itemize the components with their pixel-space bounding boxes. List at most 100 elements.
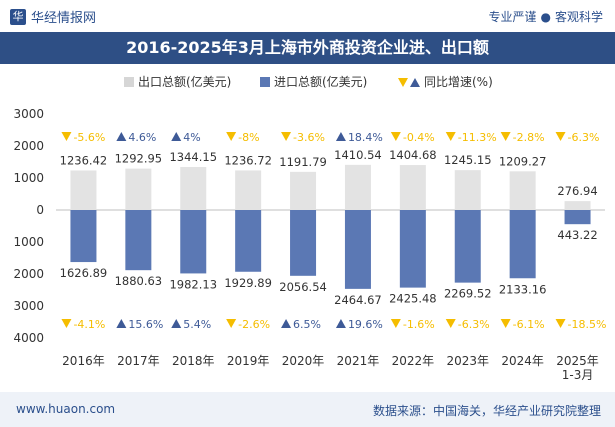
growth-up-triangle-icon [171,319,182,328]
export-bar [509,171,536,210]
export-growth-label: -6.3% [568,131,600,144]
import-value-label: 2425.48 [389,292,437,306]
growth-down-triangle-icon [500,319,511,328]
import-growth-label: 6.5% [293,318,321,331]
y-tick-label: 0 [36,203,44,217]
growth-down-triangle-icon [500,132,511,141]
x-tick-label: 2018年 [172,354,215,368]
legend-import-label: 进口总额(亿美元) [274,74,367,89]
legend-growth-label: 同比增速(%) [424,75,493,89]
legend-down-triangle-icon [398,78,408,87]
import-growth-label: -1.6% [403,318,435,331]
x-tick-label: 2019年 [227,354,270,368]
footer: www.huaon.com 数据来源：中国海关，华经产业研究院整理 [0,392,615,427]
import-bar [399,210,426,288]
brand-name: 华经情报网 [31,11,97,26]
y-tick-label: 3000 [13,299,44,313]
import-bar [509,210,536,279]
header: 华 华经情报网 专业严谨 ● 客观科学 [0,0,615,32]
brand: 华 华经情报网 [10,7,96,26]
x-tick-label: 2023年 [446,354,489,368]
growth-down-triangle-icon [555,319,566,328]
import-bar [344,210,371,289]
growth-down-triangle-icon [390,132,401,141]
export-value-label: 1404.68 [389,148,437,162]
export-bar [564,201,591,210]
x-tick-label: 2020年 [282,354,325,368]
export-value-label: 1236.72 [224,153,272,167]
import-value-label: 2056.54 [279,280,327,294]
x-tick-label: 2016年 [62,354,105,368]
brand-logo-icon: 华 [10,8,26,25]
export-growth-label: 4% [183,131,200,144]
export-value-label: 1410.54 [334,148,382,162]
title-bar: 2016-2025年3月上海市外商投资企业进、出口额 [0,32,615,64]
tagline: 专业严谨 ● 客观科学 [488,8,603,25]
growth-down-triangle-icon [226,132,237,141]
legend-export-label: 出口总额(亿美元) [138,74,231,89]
legend-export-swatch [124,77,134,87]
growth-up-triangle-icon [281,319,292,328]
growth-down-triangle-icon [445,319,456,328]
import-value-label: 2464.67 [334,293,382,307]
import-value-label: 1929.89 [224,276,272,290]
x-tick-label: 2021年 [337,354,380,368]
export-bar [125,168,152,210]
y-tick-label: 2000 [13,267,44,281]
import-value-label: 2269.52 [444,287,492,301]
growth-down-triangle-icon [61,319,72,328]
growth-down-triangle-icon [445,132,456,141]
export-value-label: 1191.79 [279,155,327,169]
import-bar [180,210,207,274]
export-bar [399,165,426,210]
export-value-label: 1344.15 [169,150,217,164]
export-value-label: 1209.27 [499,154,547,168]
import-bar [454,210,481,283]
growth-down-triangle-icon [281,132,292,141]
import-value-label: 1880.63 [115,274,163,288]
export-value-label: 1245.15 [444,153,492,167]
import-growth-label: -4.1% [73,318,105,331]
import-growth-label: -2.6% [238,318,270,331]
x-tick-label: 2022年 [392,354,435,368]
growth-down-triangle-icon [61,132,72,141]
export-growth-label: -11.3% [458,131,497,144]
x-tick-label: 2024年 [501,354,544,368]
x-tick-label: 2025年 [556,354,599,368]
tagline-left: 专业严谨 [488,10,537,24]
import-growth-label: 15.6% [128,318,163,331]
growth-up-triangle-icon [335,319,346,328]
import-growth-label: 19.6% [348,318,383,331]
import-bar [125,210,152,271]
export-growth-label: 4.6% [128,131,156,144]
export-bar [344,164,371,210]
y-tick-label: 4000 [13,331,44,345]
export-growth-label: 18.4% [348,131,383,144]
legend-import-swatch [260,77,270,87]
export-growth-label: -3.6% [293,131,325,144]
import-value-label: 1982.13 [169,277,217,291]
dot-separator-icon: ● [540,10,551,24]
import-growth-label: -6.3% [458,318,490,331]
x-tick-label: 2017年 [117,354,160,368]
import-growth-label: -18.5% [568,318,607,331]
export-growth-label: -8% [238,131,259,144]
export-value-label: 276.94 [557,184,597,198]
y-tick-label: 1000 [13,235,44,249]
export-bar [290,171,317,210]
export-growth-label: -2.8% [513,131,545,144]
export-bar [235,170,262,210]
export-bar [180,166,207,210]
import-bar [290,210,317,276]
growth-up-triangle-icon [335,132,346,141]
import-value-label: 443.22 [557,228,597,242]
y-tick-label: 2000 [13,139,44,153]
growth-up-triangle-icon [116,132,127,141]
export-bar [70,170,97,210]
website-link[interactable]: www.huaon.com [16,402,116,416]
import-growth-label: 5.4% [183,318,211,331]
import-bar [70,210,97,263]
export-value-label: 1236.42 [60,153,108,167]
tagline-right: 客观科学 [554,10,603,24]
import-bar [235,210,262,272]
